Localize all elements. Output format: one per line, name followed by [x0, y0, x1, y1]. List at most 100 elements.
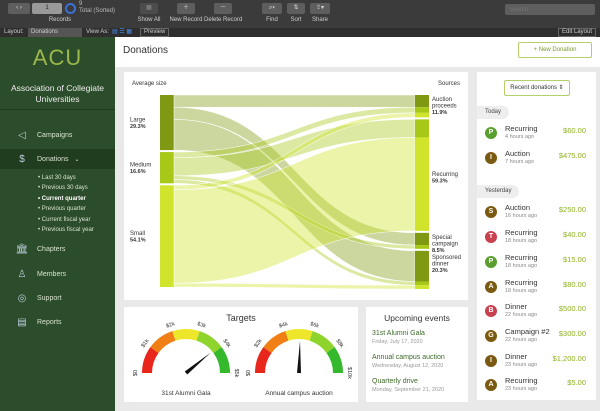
avatar: G [485, 329, 497, 342]
search-input[interactable] [505, 4, 595, 15]
avatar: A [485, 379, 497, 392]
sankey-flow[interactable] [173, 94, 416, 108]
donation-time: 7 hours ago [505, 158, 535, 165]
donation-row[interactable]: P Recurring 18 hours ago $15.00 [477, 251, 596, 275]
event-item[interactable]: Quarterly drive Monday, September 21, 202… [372, 378, 444, 393]
share-label: Share [311, 17, 328, 23]
sankey-label: 20.3% [432, 268, 448, 274]
sort-icon[interactable]: ⇅ [287, 3, 305, 14]
sidebar-item-label: Donations [37, 155, 69, 163]
view-as-label: View As: [86, 29, 109, 35]
find-icon[interactable]: ⌕▾ [262, 3, 282, 14]
sankey-card: Average size Sources Large 29.3% Medium 16.6%… [124, 72, 468, 300]
donation-row[interactable]: G Campaign #2 22 hours ago $300.00 [477, 325, 596, 349]
show-all-button[interactable]: ▦ [140, 3, 158, 14]
sort-label: Sort [290, 17, 302, 23]
donation-amount: $40.00 [563, 230, 586, 240]
group-label: Yesterday [477, 185, 520, 199]
event-item[interactable]: 31st Alumni Gala Friday, July 17, 2020 [372, 330, 425, 345]
gauge-label: 31st Alumni Gala [161, 390, 211, 397]
sidebar-subitem[interactable]: • Last 30 days [38, 175, 76, 181]
donation-time: 23 hours ago [505, 361, 538, 368]
donation-row[interactable]: T Recurring 18 hours ago $40.00 [477, 226, 596, 250]
sankey-target-segment [415, 119, 429, 138]
sidebar-subitem[interactable]: • Previous fiscal year [38, 227, 94, 233]
sankey-flow[interactable] [173, 137, 416, 284]
new-record-button[interactable]: ＋ [177, 3, 195, 14]
donation-amount: $475.00 [558, 150, 586, 160]
gauge-needle [297, 341, 301, 374]
sidebar-item-campaigns[interactable]: ◁ Campaigns [0, 125, 115, 145]
donation-name: Recurring [505, 277, 538, 287]
donation-time: 22 hours ago [505, 312, 538, 319]
gauge-band [172, 329, 200, 341]
lifebuoy-icon: ◎ [17, 292, 27, 304]
gauge-tick: $10k [346, 367, 352, 379]
sidebar-item-reports[interactable]: ▤ Reports [0, 312, 115, 332]
layout-select[interactable]: Donations [28, 28, 82, 37]
gauge-band [326, 347, 343, 373]
donation-amount: $15.00 [563, 254, 586, 264]
org-name: Association of Collegiate Universities [10, 83, 105, 104]
layout-bar: Layout: Donations View As: ▤ ☰ ▦ Preview… [0, 28, 600, 37]
sidebar-subitem[interactable]: • Current quarter [38, 195, 86, 202]
member-icon: ♙ [17, 268, 27, 280]
sidebar-item-donations[interactable]: $ Donations ⌄ [0, 149, 115, 169]
new-donation-button[interactable]: + New Donation [518, 42, 592, 58]
sidebar-subitem[interactable]: • Previous 30 days [38, 185, 88, 192]
donation-name: Auction [505, 203, 531, 213]
sankey-node-small[interactable] [160, 185, 174, 287]
sidebar-subitem[interactable]: • Previous quarter [38, 206, 86, 213]
sankey-node-large[interactable] [160, 95, 174, 151]
show-all-label: Show All [137, 17, 161, 23]
donation-name: Dinner [505, 351, 528, 361]
sankey-node-medium[interactable] [160, 152, 174, 184]
sankey-label: 8.5% [432, 248, 445, 254]
event-item[interactable]: Annual campus auction Wednesday, August 1… [372, 354, 445, 369]
sankey-target-segment [415, 281, 429, 286]
recent-donations-dropdown[interactable]: Recent donations ⇕ [504, 80, 570, 96]
sankey-label: Large [130, 118, 146, 124]
recent-donations-panel: Recent donations ⇕ Today P Recurring 4 hour… [477, 72, 596, 400]
sankey-target-segment [415, 137, 429, 231]
donation-row[interactable]: P Recurring 4 hours ago $60.00 [477, 122, 596, 146]
avatar: P [485, 255, 497, 268]
donation-time: 18 hours ago [505, 238, 538, 245]
gauge-tick: $4k [221, 338, 231, 349]
delete-record-button[interactable]: － [214, 3, 232, 14]
sidebar-item-label: Chapters [37, 245, 66, 253]
donation-row[interactable]: A Recurring 23 hours ago $5.00 [477, 374, 596, 398]
sidebar-item-support[interactable]: ◎ Support [0, 288, 115, 308]
sidebar-subitem[interactable]: • Current fiscal year [38, 216, 91, 223]
donation-row[interactable]: S Auction 16 hours ago $250.00 [477, 201, 596, 225]
donation-amount: $5.00 [567, 378, 586, 388]
sankey-target-name: Recurring [432, 172, 458, 178]
sidebar-item-label: Support [37, 294, 62, 302]
donation-row[interactable]: I Auction 7 hours ago $475.00 [477, 147, 596, 171]
sankey-label: Average size [132, 81, 167, 87]
donation-amount: $80.00 [563, 279, 586, 289]
sidebar-item-chapters[interactable]: 🏛 Chapters [0, 239, 115, 259]
record-number-field[interactable]: 1 [32, 3, 62, 14]
donation-name: Recurring [505, 252, 538, 262]
sankey-target-name: Sponsored dinner [432, 255, 461, 268]
share-icon[interactable]: ⇪▾ [310, 3, 330, 14]
sankey-label: Sources [438, 81, 460, 87]
edit-layout-button[interactable]: Edit Layout [558, 28, 597, 37]
sankey-flow[interactable] [173, 282, 416, 290]
preview-button[interactable]: Preview [140, 28, 170, 37]
record-nav-buttons[interactable]: ‹ › [8, 3, 30, 14]
event-name: Annual campus auction [372, 354, 445, 361]
avatar: I [485, 354, 497, 367]
chevron-down-icon[interactable]: ⌄ [74, 156, 80, 163]
view-as-form-icon[interactable]: ▤ ☰ ▦ [112, 29, 133, 35]
donation-row[interactable]: I Dinner 23 hours ago $1,200.00 [477, 350, 596, 374]
donation-time: 18 hours ago [505, 262, 538, 269]
gauge-band [309, 331, 335, 354]
donation-name: Recurring [505, 228, 538, 238]
event-date: Wednesday, August 12, 2020 [372, 363, 444, 369]
sidebar-item-members[interactable]: ♙ Members [0, 264, 115, 284]
donation-row[interactable]: A Recurring 18 hours ago $80.00 [477, 276, 596, 300]
donation-row[interactable]: B Dinner 22 hours ago $500.00 [477, 300, 596, 324]
